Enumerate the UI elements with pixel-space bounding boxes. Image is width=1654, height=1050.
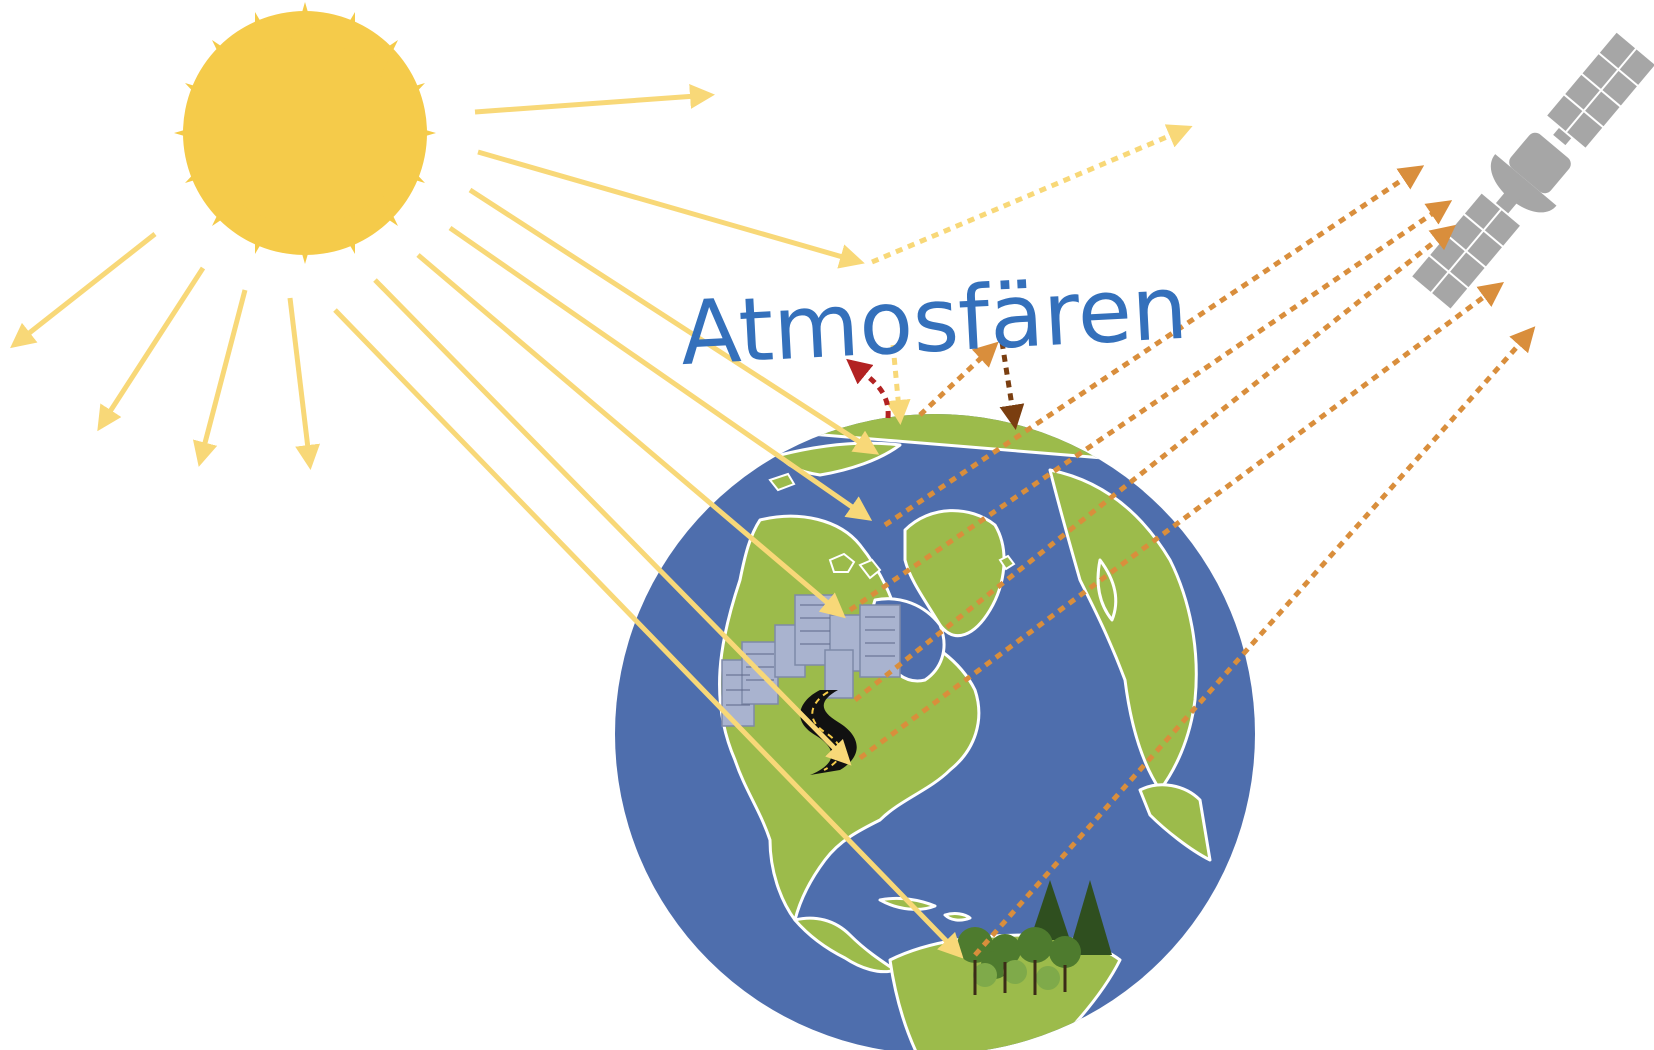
scatter-down-brown: [999, 341, 1025, 430]
ray-to-forest: [333, 308, 964, 959]
surface-reflections: [848, 165, 1536, 957]
ray-s: [287, 297, 321, 470]
ray-to-polar-land: [448, 225, 873, 521]
atmosphere-scatter: [846, 341, 1025, 430]
globe-icon: [615, 414, 1255, 1050]
ray-to-space: [474, 83, 715, 115]
incoming-rays: [10, 83, 964, 959]
forest-icon: [957, 880, 1112, 995]
satellite-icon: [1409, 29, 1654, 312]
ray-sw-1: [10, 232, 157, 349]
ray-sw-2: [97, 266, 206, 432]
sun-icon: [174, 2, 436, 264]
atmosphere-label: Atmosfären: [678, 256, 1190, 385]
reflect-polar: [848, 200, 1453, 613]
atmosphere-reflection: [871, 124, 1193, 425]
ray-sw-3: [192, 289, 248, 467]
reflect-atmosphere: [918, 341, 999, 417]
reflection-to-space: [871, 124, 1193, 265]
ray-to-arctic: [468, 187, 880, 455]
reflect-arctic: [883, 165, 1425, 528]
reflect-forest: [973, 326, 1536, 957]
ray-to-north-america: [416, 253, 846, 619]
reflect-canada: [853, 224, 1456, 702]
reflect-city: [858, 282, 1505, 761]
ray-to-atmosphere: [477, 149, 865, 269]
ray-to-city: [373, 278, 852, 766]
